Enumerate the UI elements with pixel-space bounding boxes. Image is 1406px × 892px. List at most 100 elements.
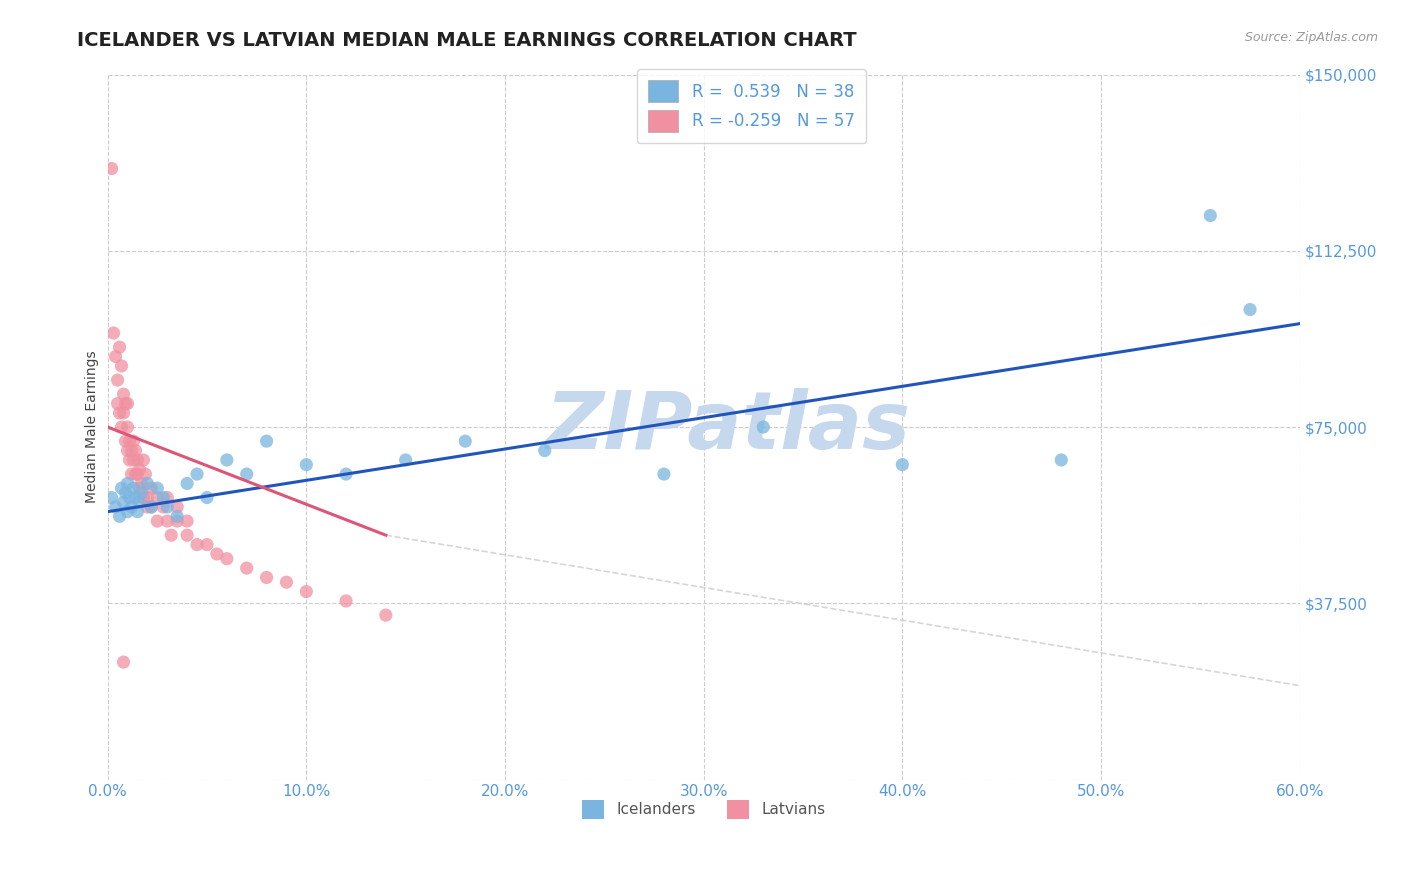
Point [195,538,218,552]
Point [166,514,188,528]
Point [124,491,146,505]
Point [335,594,357,608]
Point [136,476,159,491]
Point [107,396,129,410]
Point [146,491,169,505]
Point [276,575,298,590]
Point [100,491,122,505]
Point [156,500,179,514]
Point [136,500,159,514]
Point [117,420,139,434]
Point [156,514,179,528]
Point [1050,453,1073,467]
Point [127,453,149,467]
Text: Source: ZipAtlas.com: Source: ZipAtlas.com [1244,31,1378,45]
Point [176,528,198,542]
Point [146,481,169,495]
Point [256,434,278,449]
Point [112,495,135,509]
Point [152,491,174,505]
Point [112,655,135,669]
Point [215,551,238,566]
Point [117,443,139,458]
Point [752,420,775,434]
Point [110,420,132,434]
Point [122,453,145,467]
Point [100,161,122,176]
Point [146,514,169,528]
Point [127,505,149,519]
Point [652,467,675,481]
Point [114,486,136,500]
Point [128,481,150,495]
Point [195,491,218,505]
Point [256,570,278,584]
Point [108,509,131,524]
Point [134,467,156,481]
Point [136,491,159,505]
Point [176,514,198,528]
Point [124,467,146,481]
Point [141,481,163,495]
Point [891,458,914,472]
Point [122,434,145,449]
Point [118,453,141,467]
Point [112,387,135,401]
Point [395,453,418,467]
Point [132,453,155,467]
Point [110,359,132,373]
Point [141,500,163,514]
Point [104,350,127,364]
Point [131,486,153,500]
Point [335,467,357,481]
Point [107,373,129,387]
Point [166,509,188,524]
Y-axis label: Median Male Earnings: Median Male Earnings [86,351,100,503]
Point [1239,302,1261,317]
Point [121,443,143,458]
Point [114,396,136,410]
Point [533,443,555,458]
Point [374,608,396,623]
Point [454,434,477,449]
Point [121,500,143,514]
Point [186,538,208,552]
Point [117,396,139,410]
Point [295,458,318,472]
Point [118,434,141,449]
Point [112,406,135,420]
Point [117,505,139,519]
Point [186,467,208,481]
Point [235,561,257,575]
Point [295,584,318,599]
Point [160,528,183,542]
Text: ICELANDER VS LATVIAN MEDIAN MALE EARNINGS CORRELATION CHART: ICELANDER VS LATVIAN MEDIAN MALE EARNING… [77,31,856,50]
Point [176,476,198,491]
Point [103,326,125,340]
Point [118,491,141,505]
Legend: Icelanders, Latvians: Icelanders, Latvians [575,794,832,825]
Point [124,443,146,458]
Point [215,453,238,467]
Point [1199,209,1222,223]
Point [132,491,155,505]
Point [235,467,257,481]
Point [117,476,139,491]
Point [131,476,153,491]
Point [128,462,150,476]
Point [104,500,127,514]
Point [128,495,150,509]
Point [110,481,132,495]
Point [121,467,143,481]
Point [122,481,145,495]
Point [166,500,188,514]
Point [108,406,131,420]
Point [108,340,131,354]
Point [156,491,179,505]
Text: ZIPatlas: ZIPatlas [546,388,910,466]
Point [152,500,174,514]
Point [114,434,136,449]
Point [127,467,149,481]
Point [141,500,163,514]
Point [205,547,228,561]
